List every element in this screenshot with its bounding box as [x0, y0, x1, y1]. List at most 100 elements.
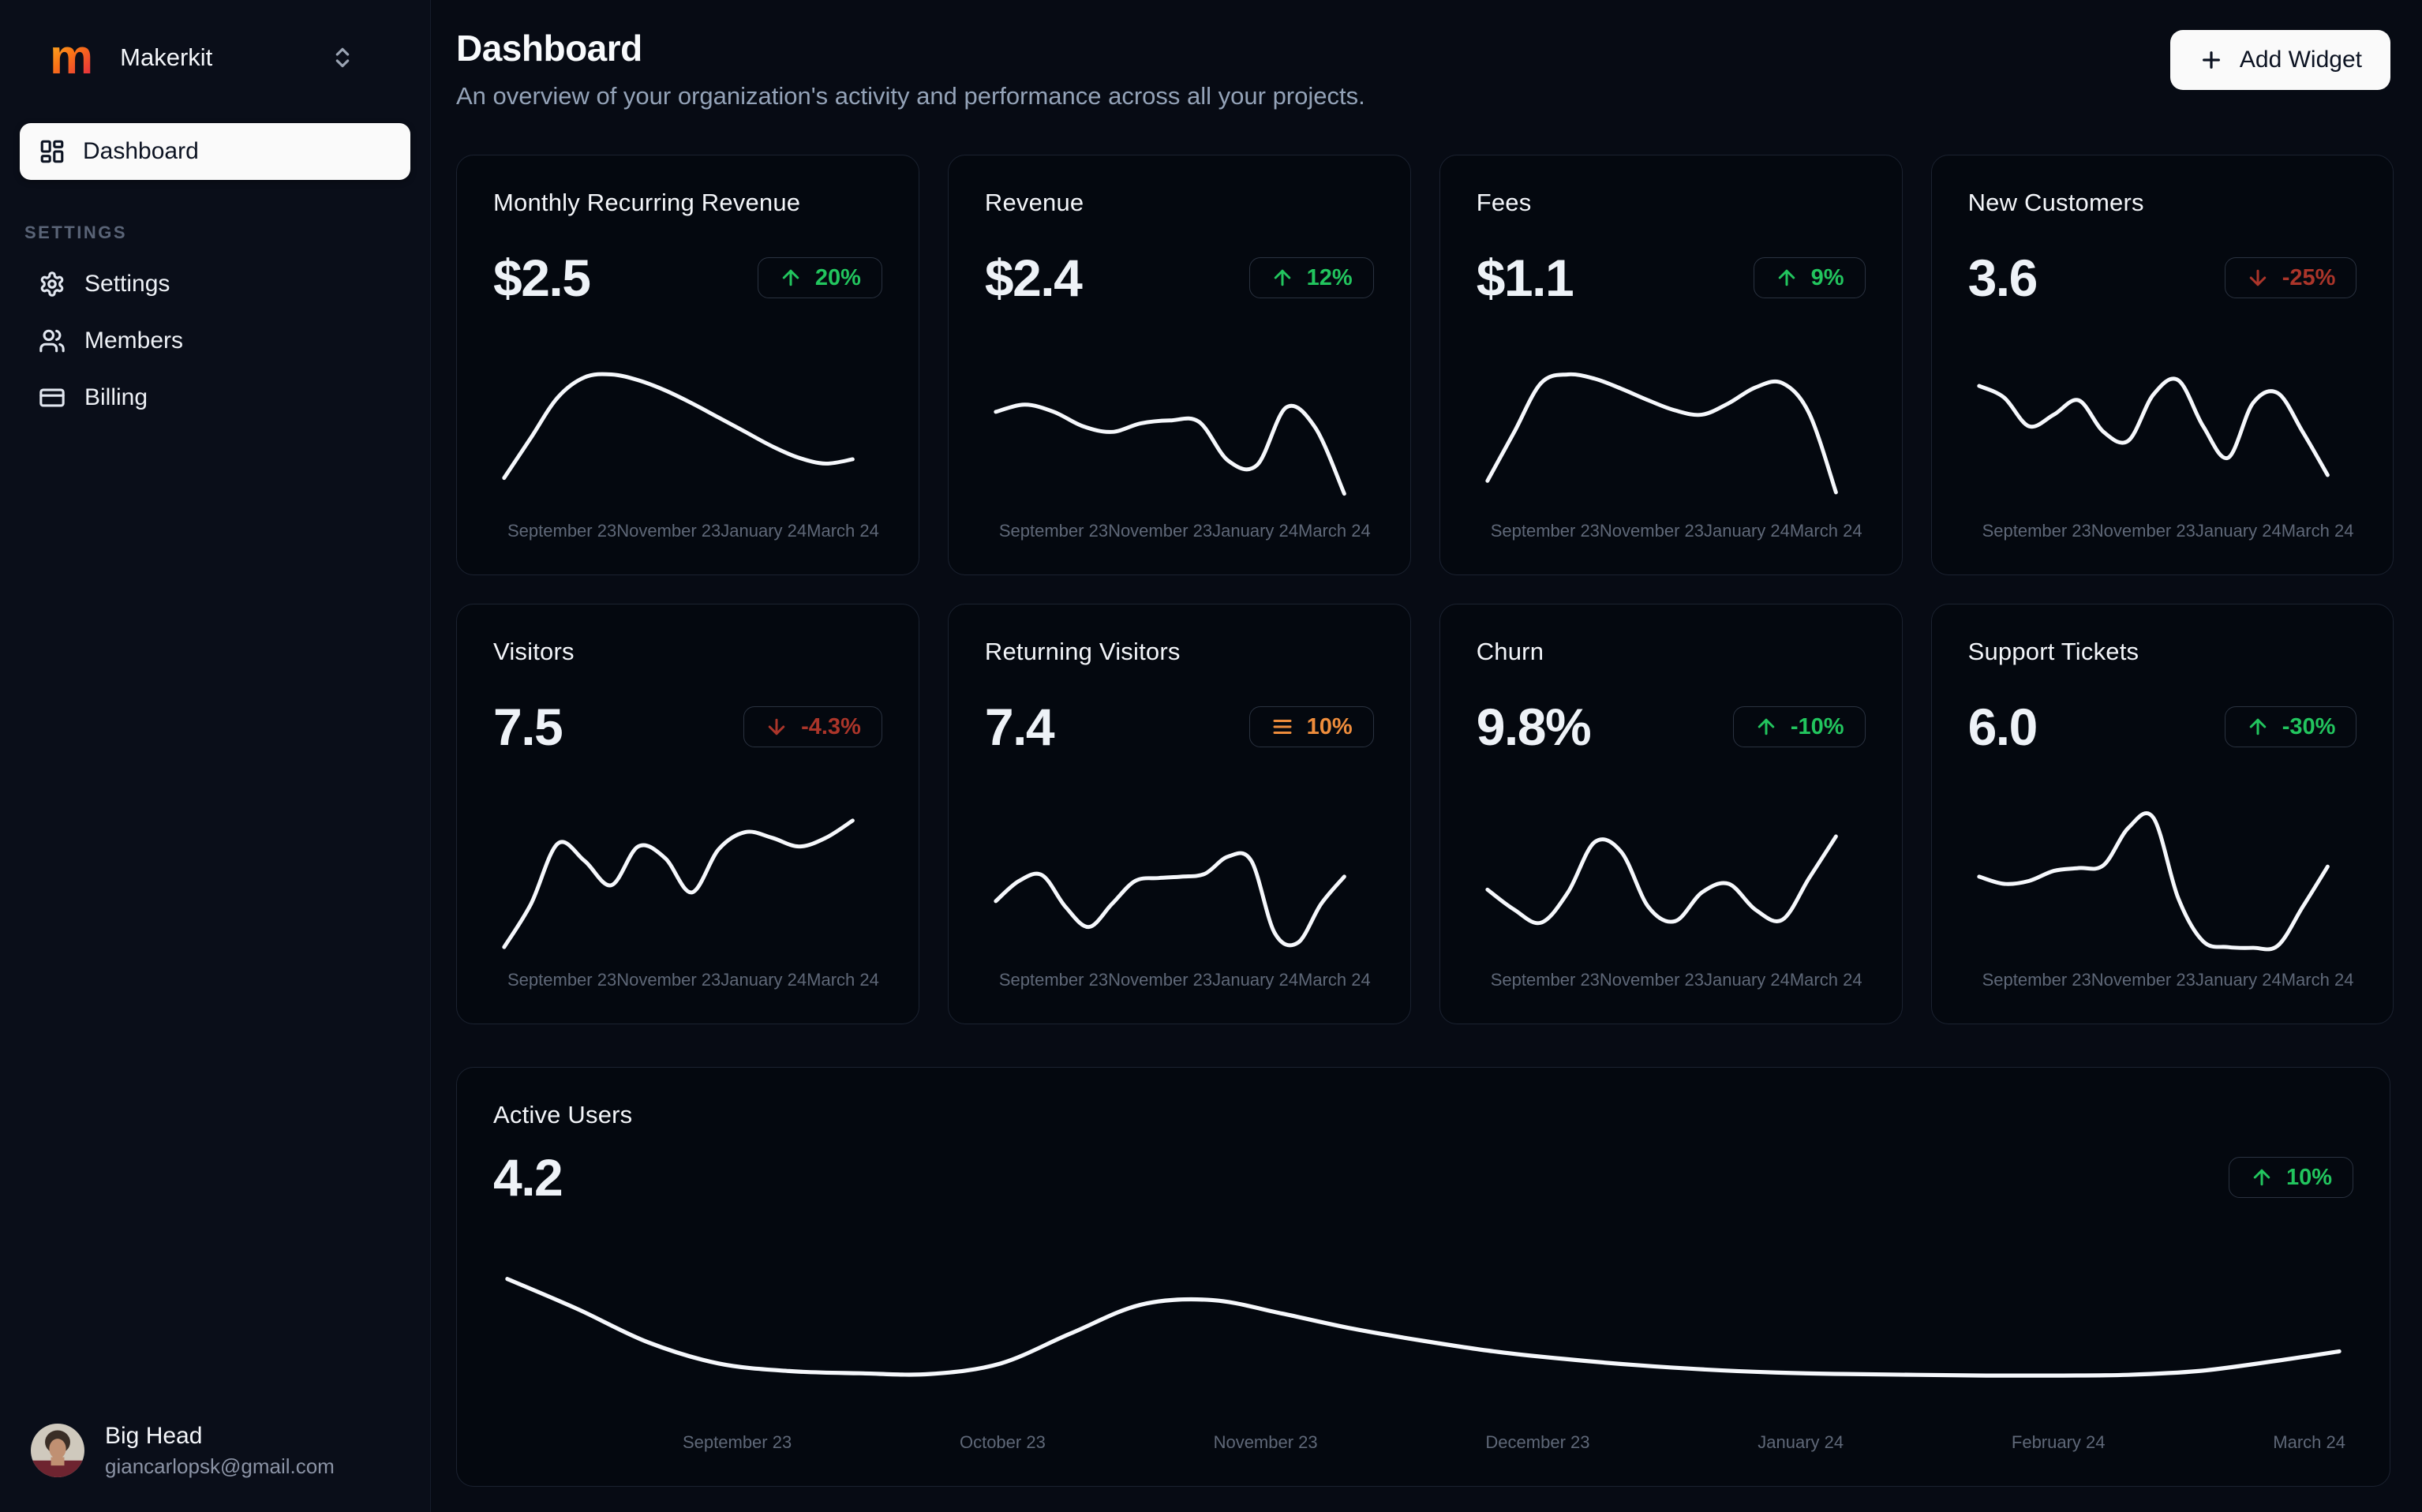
metric-title: Revenue	[984, 189, 1084, 216]
x-axis-label: March 24	[807, 970, 879, 990]
x-axis-labels: September 23 November 23 January 24 March 2…	[1477, 970, 1866, 990]
credit-card-icon	[39, 388, 65, 407]
trend-badge: -30%	[2224, 706, 2357, 747]
sidebar-item-billing[interactable]: Billing	[20, 369, 410, 426]
dashboard-icon	[40, 140, 64, 163]
x-axis-labels: September 23 November 23 January 24 March 2…	[1968, 970, 2357, 990]
x-axis-label: September 23	[998, 521, 1109, 541]
metric-card: Monthly Recurring Revenue $2.5 20% Septe…	[456, 155, 919, 575]
x-axis-label: September 23	[1982, 521, 2091, 541]
x-axis-label: September 23	[507, 970, 617, 990]
x-axis-label: November 23	[2091, 970, 2196, 990]
metric-value: $2.4	[984, 249, 1083, 307]
trend-badge: 10%	[2228, 1157, 2353, 1198]
trend-change: -30%	[2282, 713, 2336, 739]
trend-badge: 20%	[757, 257, 882, 298]
x-axis-label: December 23	[1485, 1432, 1590, 1452]
metric-value: 6.0	[1967, 698, 2038, 756]
sparkline-chart: September 23 November 23 January 24 March 2…	[1968, 357, 2357, 541]
x-axis-label: January 24	[2195, 970, 2282, 990]
x-axis-label: September 23	[1982, 970, 2091, 990]
x-axis-labels: September 23 October 23 November 23 Decembe…	[493, 1432, 2353, 1453]
page-subtitle: An overview of your organization's activ…	[456, 82, 1365, 110]
add-widget-label: Add Widget	[2239, 47, 2362, 73]
sparkline-chart: September 23 November 23 January 24 March 2…	[1477, 806, 1866, 990]
trend-change: -25%	[2282, 264, 2336, 290]
settings-section-label: SETTINGS	[24, 223, 128, 242]
workspace-switcher[interactable]: m Makerkit	[20, 27, 410, 88]
x-axis-labels: September 23 November 23 January 24 March 2…	[985, 521, 1374, 541]
x-axis-label: March 24	[807, 521, 879, 541]
sidebar-item-members[interactable]: Members	[20, 313, 410, 369]
metric-value: $1.1	[1476, 249, 1574, 307]
metric-title: Visitors	[493, 638, 575, 665]
sparkline-chart: September 23 November 23 January 24 March 2…	[985, 357, 1374, 541]
sparkline-chart: September 23 November 23 January 24 March 2…	[1477, 357, 1866, 541]
x-axis-label: November 23	[1108, 521, 1213, 541]
x-axis-label: January 24	[721, 970, 807, 990]
users-icon	[39, 329, 65, 353]
metric-card: Revenue $2.4 12% September 23 November 23…	[947, 155, 1411, 575]
equals-lines-icon	[1273, 720, 1292, 734]
x-axis-label: January 24	[721, 521, 807, 541]
trend-change: -10%	[1790, 713, 1844, 739]
page-header: Dashboard An overview of your organizati…	[456, 24, 2390, 110]
metric-card: Fees $1.1 9% September 23 November 23 Janu…	[1439, 155, 1903, 575]
x-axis-label: November 23	[1108, 970, 1213, 990]
x-axis-label: January 24	[1704, 970, 1790, 990]
metric-title: Churn	[1476, 638, 1544, 665]
avatar	[31, 1423, 84, 1477]
x-axis-label: January 24	[1758, 1432, 1844, 1452]
trend-badge: 10%	[1248, 706, 1374, 747]
x-axis-label: September 23	[683, 1432, 792, 1452]
user-email: giancarlopsk@gmail.com	[105, 1454, 335, 1478]
x-axis-label: September 23	[998, 970, 1109, 990]
gear-icon	[40, 271, 64, 297]
metric-value: 7.4	[984, 698, 1055, 756]
metric-title: Active Users	[493, 1101, 633, 1128]
trend-badge: -25%	[2224, 257, 2357, 298]
page-title: Dashboard	[456, 28, 642, 69]
arrow-up-icon	[1778, 269, 1795, 286]
user-menu[interactable]: Big Head giancarlopsk@gmail.com	[20, 1422, 410, 1479]
metric-card: Support Tickets 6.0 -30% September 23 Nov…	[1930, 604, 2394, 1024]
workspace-name: Makerkit	[120, 43, 213, 71]
sidebar-item-label: Dashboard	[83, 138, 199, 164]
sidebar-item-dashboard[interactable]: Dashboard	[20, 123, 410, 180]
trend-change: -4.3%	[801, 713, 861, 739]
trend-badge: 9%	[1753, 257, 1866, 298]
metric-card: New Customers 3.6 -25% September 23 Novem…	[1930, 155, 2394, 575]
x-axis-label: March 24	[1789, 521, 1862, 541]
metric-title: Returning Visitors	[984, 638, 1181, 665]
x-axis-labels: September 23 November 23 January 24 March 2…	[1477, 521, 1866, 541]
user-name: Big Head	[105, 1422, 203, 1449]
x-axis-label: November 23	[616, 521, 721, 541]
metric-value: 7.5	[493, 698, 563, 756]
x-axis-label: March 24	[2273, 1432, 2345, 1452]
metric-title: Support Tickets	[1967, 638, 2139, 665]
sidebar-item-settings[interactable]: Settings	[20, 256, 410, 313]
x-axis-label: November 23	[2091, 521, 2196, 541]
metric-value: 3.6	[1967, 249, 2038, 307]
trend-badge: -4.3%	[743, 706, 882, 747]
sparkline-chart: September 23 November 23 January 24 March 2…	[493, 357, 882, 541]
x-axis-labels: September 23 November 23 January 24 March 2…	[985, 970, 1374, 990]
active-users-card: Active Users 4.2 10% September 23 October…	[456, 1067, 2390, 1487]
metric-title: Monthly Recurring Revenue	[493, 189, 801, 216]
add-widget-button[interactable]: Add Widget	[2169, 30, 2390, 90]
x-axis-label: November 23	[1213, 1432, 1318, 1452]
x-axis-label: March 24	[2281, 970, 2354, 990]
plus-icon	[2202, 51, 2220, 69]
arrow-down-icon	[2249, 269, 2266, 286]
sparkline-chart: September 23 November 23 January 24 March 2…	[1968, 806, 2357, 990]
sparkline-chart: September 23 November 23 January 24 March 2…	[493, 806, 882, 990]
x-axis-label: March 24	[1298, 521, 1371, 541]
x-axis-labels: September 23 November 23 January 24 March 2…	[1968, 521, 2357, 541]
arrow-down-icon	[768, 718, 785, 735]
metric-card: Returning Visitors 7.4 10% September 23 N…	[947, 604, 1411, 1024]
x-axis-label: November 23	[1599, 521, 1704, 541]
x-axis-label: September 23	[507, 521, 617, 541]
sparkline-chart: September 23 October 23 November 23 Decembe…	[493, 1260, 2353, 1453]
arrow-up-icon	[2253, 1169, 2270, 1186]
metric-value: $2.5	[493, 249, 591, 307]
